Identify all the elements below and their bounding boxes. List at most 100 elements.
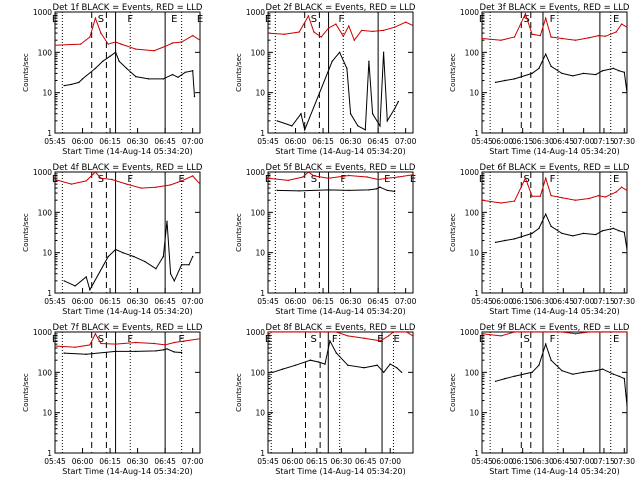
events-series-line-point: [375, 188, 377, 190]
y-tick-label: 10: [255, 249, 265, 258]
lld-series-line-point: [55, 44, 56, 46]
x-tick-label: 06:30: [532, 137, 554, 146]
x-tick-label: 05:45: [257, 457, 279, 466]
interval-marker-s: S: [311, 14, 317, 25]
events-series-line-point: [81, 78, 84, 80]
events-series-line-point: [513, 238, 516, 240]
lld-series-line-point: [94, 17, 97, 19]
x-tick-label: 06:30: [127, 137, 149, 146]
y-axis-label: Counts/sec: [22, 373, 30, 412]
lld-series-line-point: [184, 340, 186, 342]
x-tick-label: 07:00: [395, 297, 417, 306]
events-series-line-point: [309, 359, 312, 361]
events-series-line-point: [545, 343, 547, 345]
lld-series-line-point: [192, 175, 194, 177]
events-series-line-point: [346, 67, 348, 70]
lld-series-line-point: [164, 344, 166, 346]
interval-marker-e: E: [479, 334, 485, 345]
x-tick-label: 06:00: [72, 137, 94, 146]
interval-marker-e: E: [384, 174, 390, 185]
events-series-line-point: [180, 351, 183, 354]
y-tick-label: 1000: [460, 8, 479, 17]
lld-series-line-point: [588, 332, 590, 333]
events-series-line-point: [63, 280, 65, 282]
interval-marker-e: E: [410, 174, 416, 185]
y-axis-label: Counts/sec: [235, 373, 243, 412]
events-series-line-point: [582, 72, 585, 75]
lld-series-line-point: [268, 177, 269, 179]
lld-series-line-point: [561, 197, 563, 199]
lld-series-line-point: [342, 35, 344, 37]
lld-series-line-point: [626, 332, 627, 333]
events-series-line-point: [133, 255, 135, 258]
interval-marker-f: F: [550, 174, 556, 185]
lld-series-line-point: [550, 194, 552, 197]
events-series-line-point: [545, 53, 547, 55]
interval-marker-f: F: [127, 334, 133, 345]
x-tick-label: 07:15: [593, 297, 615, 306]
interval-marker-e: E: [178, 334, 184, 345]
events-series-line-point: [397, 100, 399, 103]
events-series-line-point: [376, 364, 378, 366]
interval-marker-f: F: [332, 334, 338, 345]
events-series-line-point: [348, 189, 350, 192]
lld-series-line-point: [545, 17, 547, 19]
interval-marker-e: E: [479, 14, 485, 25]
events-series-line-point: [118, 60, 120, 62]
y-tick-label: 1: [474, 289, 479, 298]
interval-marker-s: S: [310, 334, 316, 345]
lld-series-line: [55, 332, 200, 348]
events-series-line-point: [504, 239, 506, 242]
interval-marker-s: S: [524, 334, 530, 345]
interval-marker-e: E: [178, 174, 184, 185]
lld-series-line-point: [513, 36, 516, 38]
lld-series-line-point: [482, 37, 483, 40]
plot-frame: [267, 11, 414, 134]
lld-series-line-point: [531, 195, 533, 197]
y-axis-label: Counts/sec: [235, 53, 243, 92]
y-tick-label: 100: [38, 48, 53, 57]
y-tick-label: 1000: [460, 168, 479, 177]
lld-series-line-point: [620, 23, 623, 25]
y-tick-label: 100: [465, 208, 480, 217]
panel-title: Det 1f BLACK = Events, RED = LLD: [53, 3, 203, 13]
x-tick-label: 06:15: [512, 457, 534, 466]
lld-series-line-point: [412, 174, 413, 176]
x-tick-label: 06:00: [492, 457, 514, 466]
lld-series-line-point: [412, 24, 413, 27]
lld-series-line-point: [94, 333, 97, 335]
events-series-line: [277, 51, 399, 132]
lld-series-line-point: [199, 39, 200, 41]
events-series-line-point: [572, 373, 574, 375]
events-series-line-point: [327, 189, 330, 191]
y-tick-label: 1000: [246, 328, 265, 337]
lld-series-line-point: [393, 26, 396, 28]
y-tick-label: 100: [251, 208, 266, 217]
lld-series-line-point: [392, 332, 395, 333]
lld-series-line-point: [604, 196, 606, 198]
lld-series-line-point: [135, 48, 137, 50]
lld-series-line-point: [125, 183, 128, 185]
lld-series-line-point: [335, 332, 338, 333]
events-series-line-point: [89, 289, 91, 291]
events-series-line-point: [324, 363, 326, 365]
x-tick-label: 06:00: [492, 297, 514, 306]
lld-series-line-point: [366, 176, 368, 178]
events-series-line-point: [363, 367, 365, 369]
x-tick-label: 06:15: [306, 457, 328, 466]
y-axis-label: Counts/sec: [449, 53, 457, 92]
x-tick-label: 06:45: [154, 457, 176, 466]
events-series-line-point: [347, 364, 349, 366]
events-series-line-point: [122, 252, 124, 254]
lld-series-line-point: [307, 15, 310, 17]
y-tick-label: 1: [474, 129, 479, 138]
lld-series-line-point: [192, 34, 194, 37]
x-tick-label: 06:45: [367, 137, 389, 146]
lld-series-line-point: [94, 172, 97, 173]
x-tick-label: 06:00: [285, 297, 307, 306]
x-tick-label: 07:15: [593, 137, 615, 146]
events-series-line: [495, 53, 627, 93]
lld-series-line-point: [199, 338, 200, 340]
lld-series-line-point: [588, 197, 590, 200]
